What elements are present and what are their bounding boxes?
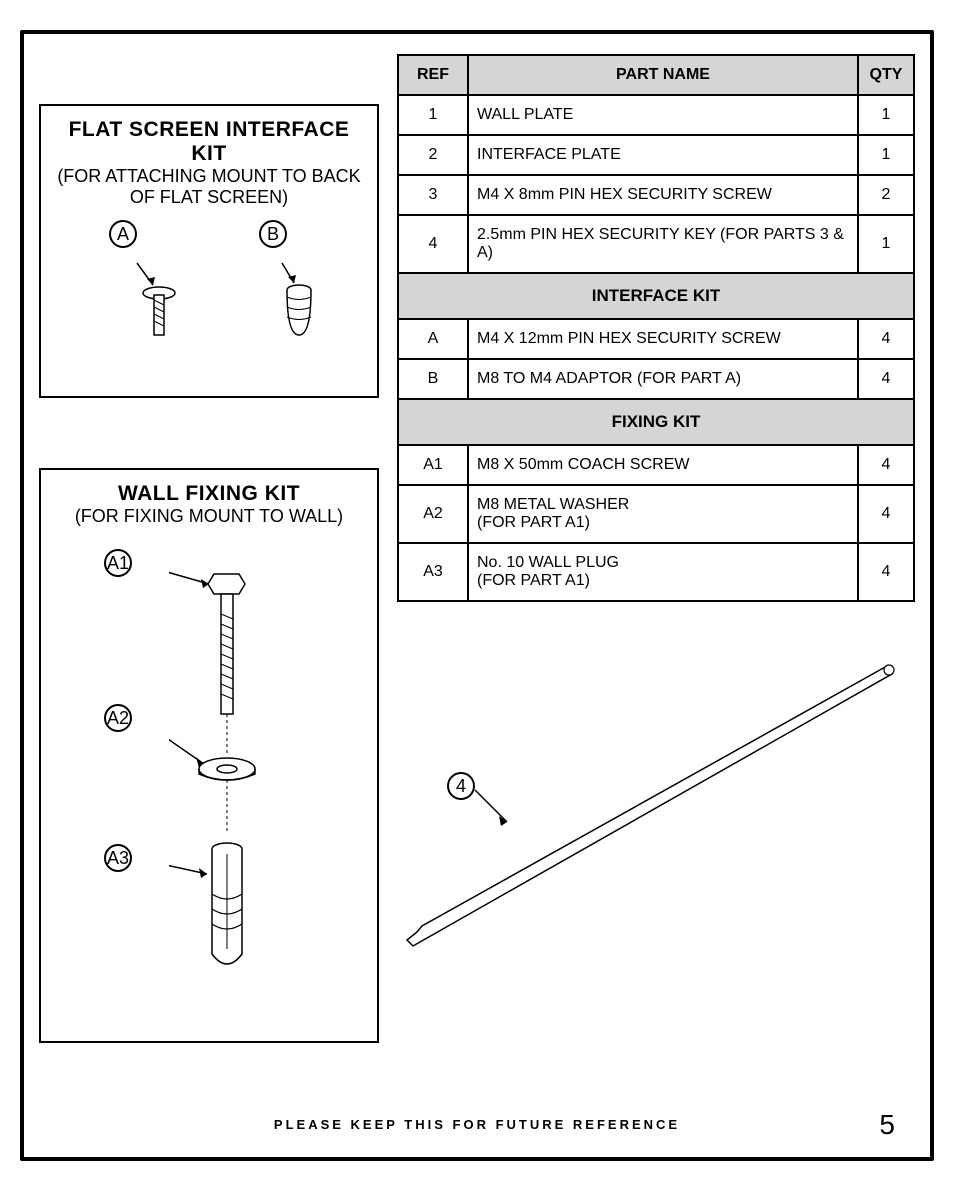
right-column: REF PART NAME QTY 1WALL PLATE12INTERFACE… — [397, 54, 915, 1142]
page-border: FLAT SCREEN INTERFACE KIT (FOR ATTACHING… — [20, 30, 934, 1161]
th-ref: REF — [398, 55, 468, 95]
cell-name: No. 10 WALL PLUG(FOR PART A1) — [468, 543, 858, 601]
interface-kit-subtitle: (FOR ATTACHING MOUNT TO BACK OF FLAT SCR… — [49, 166, 369, 208]
cell-ref: A — [398, 319, 468, 359]
cell-name: WALL PLATE — [468, 95, 858, 135]
hex-key-icon — [397, 622, 897, 962]
cell-ref: 2 — [398, 135, 468, 175]
label-b: B — [259, 220, 287, 248]
cell-name: M4 X 12mm PIN HEX SECURITY SCREW — [468, 319, 858, 359]
hex-key-area: 4 — [397, 622, 915, 962]
table-row: A1M8 X 50mm COACH SCREW4 — [398, 445, 914, 485]
table-row: 1WALL PLATE1 — [398, 95, 914, 135]
interface-kit-illustration: A B — [49, 220, 369, 380]
cell-qty: 1 — [858, 95, 914, 135]
parts-table: REF PART NAME QTY 1WALL PLATE12INTERFACE… — [397, 54, 915, 602]
cell-qty: 4 — [858, 485, 914, 543]
adaptor-b-icon — [274, 255, 324, 355]
cell-name: 2.5mm PIN HEX SECURITY KEY (FOR PARTS 3 … — [468, 215, 858, 273]
screw-a-icon — [129, 255, 189, 365]
cell-name: M8 METAL WASHER(FOR PART A1) — [468, 485, 858, 543]
cell-ref: 4 — [398, 215, 468, 273]
label-a2: A2 — [104, 704, 132, 732]
cell-ref: A1 — [398, 445, 468, 485]
table-row: 42.5mm PIN HEX SECURITY KEY (FOR PARTS 3… — [398, 215, 914, 273]
cell-name: M4 X 8mm PIN HEX SECURITY SCREW — [468, 175, 858, 215]
table-row: 2INTERFACE PLATE1 — [398, 135, 914, 175]
cell-ref: B — [398, 359, 468, 399]
cell-ref: A3 — [398, 543, 468, 601]
cell-ref: A2 — [398, 485, 468, 543]
label-a1: A1 — [104, 549, 132, 577]
cell-name: M8 TO M4 ADAPTOR (FOR PART A) — [468, 359, 858, 399]
cell-qty: 4 — [858, 359, 914, 399]
cell-qty: 4 — [858, 543, 914, 601]
footer: PLEASE KEEP THIS FOR FUTURE REFERENCE 5 — [59, 1117, 895, 1132]
cell-qty: 2 — [858, 175, 914, 215]
cell-qty: 4 — [858, 445, 914, 485]
cell-ref: 1 — [398, 95, 468, 135]
interface-kit-box: FLAT SCREEN INTERFACE KIT (FOR ATTACHING… — [39, 104, 379, 398]
cell-ref: 3 — [398, 175, 468, 215]
left-column: FLAT SCREEN INTERFACE KIT (FOR ATTACHING… — [39, 54, 379, 1142]
section-fixing-label: FIXING KIT — [398, 399, 914, 445]
content-area: FLAT SCREEN INTERFACE KIT (FOR ATTACHING… — [39, 54, 915, 1142]
section-interface: INTERFACE KIT — [398, 273, 914, 319]
table-header-row: REF PART NAME QTY — [398, 55, 914, 95]
cell-name: M8 X 50mm COACH SCREW — [468, 445, 858, 485]
table-row: A3No. 10 WALL PLUG(FOR PART A1)4 — [398, 543, 914, 601]
section-fixing: FIXING KIT — [398, 399, 914, 445]
table-row: BM8 TO M4 ADAPTOR (FOR PART A)4 — [398, 359, 914, 399]
section-interface-label: INTERFACE KIT — [398, 273, 914, 319]
th-qty: QTY — [858, 55, 914, 95]
fixing-kit-subtitle: (FOR FIXING MOUNT TO WALL) — [49, 506, 369, 527]
fixing-kit-illustration: A1 A2 A3 — [49, 539, 369, 1009]
label-a3: A3 — [104, 844, 132, 872]
fixing-parts-icon — [169, 554, 289, 1004]
table-row: A2M8 METAL WASHER(FOR PART A1)4 — [398, 485, 914, 543]
th-name: PART NAME — [468, 55, 858, 95]
fixing-kit-box: WALL FIXING KIT (FOR FIXING MOUNT TO WAL… — [39, 468, 379, 1043]
interface-kit-title: FLAT SCREEN INTERFACE KIT — [49, 118, 369, 166]
table-row: 3M4 X 8mm PIN HEX SECURITY SCREW2 — [398, 175, 914, 215]
cell-name: INTERFACE PLATE — [468, 135, 858, 175]
fixing-kit-title: WALL FIXING KIT — [49, 482, 369, 506]
cell-qty: 1 — [858, 135, 914, 175]
cell-qty: 1 — [858, 215, 914, 273]
cell-qty: 4 — [858, 319, 914, 359]
footer-text: PLEASE KEEP THIS FOR FUTURE REFERENCE — [274, 1117, 680, 1132]
table-row: AM4 X 12mm PIN HEX SECURITY SCREW4 — [398, 319, 914, 359]
label-a: A — [109, 220, 137, 248]
page-number: 5 — [879, 1109, 895, 1141]
